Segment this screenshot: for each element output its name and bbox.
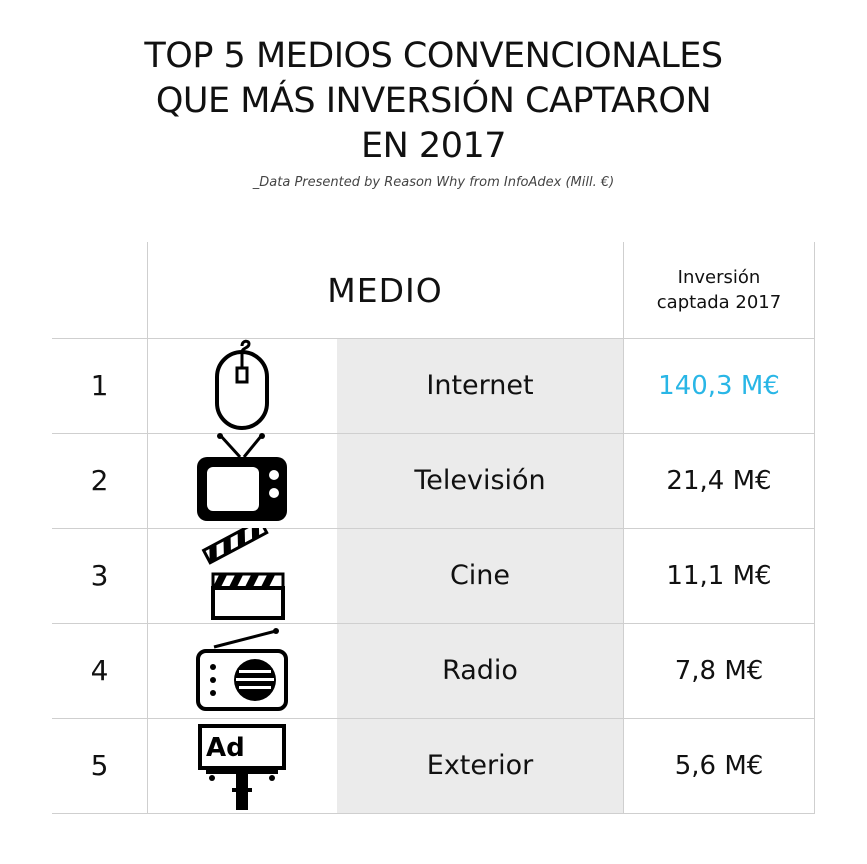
medium-column-background	[337, 338, 623, 814]
value-cell: 21,4 M€	[666, 465, 772, 496]
value-cell: 5,6 M€	[674, 750, 764, 781]
title-line-1: TOP 5 MEDIOS CONVENCIONALES	[144, 36, 723, 76]
title-line-3: EN 2017	[361, 126, 507, 166]
table-row: 3 Cine 11,1 M€	[52, 528, 815, 623]
medium-name: Radio	[442, 655, 518, 686]
header-investment: Inversión captada 2017	[623, 242, 815, 338]
rank-cell: 5	[90, 749, 109, 782]
header-investment-line-1: Inversión	[677, 267, 761, 288]
table-row: 4 Radio 7,8 M€	[52, 623, 815, 718]
header-medio: MEDIO	[327, 270, 443, 310]
rank-cell: 2	[90, 464, 109, 497]
medium-name: Televisión	[414, 465, 546, 496]
tv-icon	[147, 433, 337, 528]
table-row: 5 Ad Exterior 5,6 M€	[52, 718, 815, 813]
grid-line	[52, 623, 815, 624]
grid-line	[52, 338, 815, 339]
table-row: 1 Internet 140,3 M€	[52, 338, 815, 433]
medium-name: Cine	[449, 560, 511, 591]
billboard-icon: Ad	[147, 718, 337, 813]
rank-cell: 1	[90, 369, 109, 402]
clapperboard-icon	[147, 528, 337, 623]
value-cell: 140,3 M€	[658, 370, 780, 401]
value-cell: 7,8 M€	[674, 655, 764, 686]
chart-subtitle: _Data Presented by Reason Why from InfoA…	[252, 175, 615, 190]
ranking-table: MEDIO Inversión captada 2017 1 Internet …	[52, 242, 815, 814]
medium-name: Internet	[426, 370, 534, 401]
chart-title: TOP 5 MEDIOS CONVENCIONALES QUE MÁS INVE…	[0, 34, 867, 169]
grid-line	[52, 813, 815, 814]
rank-cell: 3	[90, 559, 109, 592]
grid-line	[52, 528, 815, 529]
billboard-icon-text: Ad	[206, 733, 245, 763]
header-investment-line-2: captada 2017	[656, 292, 782, 313]
table-row: 2 Televisión 21,4 M€	[52, 433, 815, 528]
mouse-icon	[147, 338, 337, 433]
medium-name: Exterior	[426, 750, 534, 781]
rank-cell: 4	[90, 654, 109, 687]
title-line-2: QUE MÁS INVERSIÓN CAPTARON	[155, 81, 712, 121]
value-cell: 11,1 M€	[666, 560, 772, 591]
grid-line	[52, 433, 815, 434]
grid-line	[52, 718, 815, 719]
radio-icon	[147, 623, 337, 718]
